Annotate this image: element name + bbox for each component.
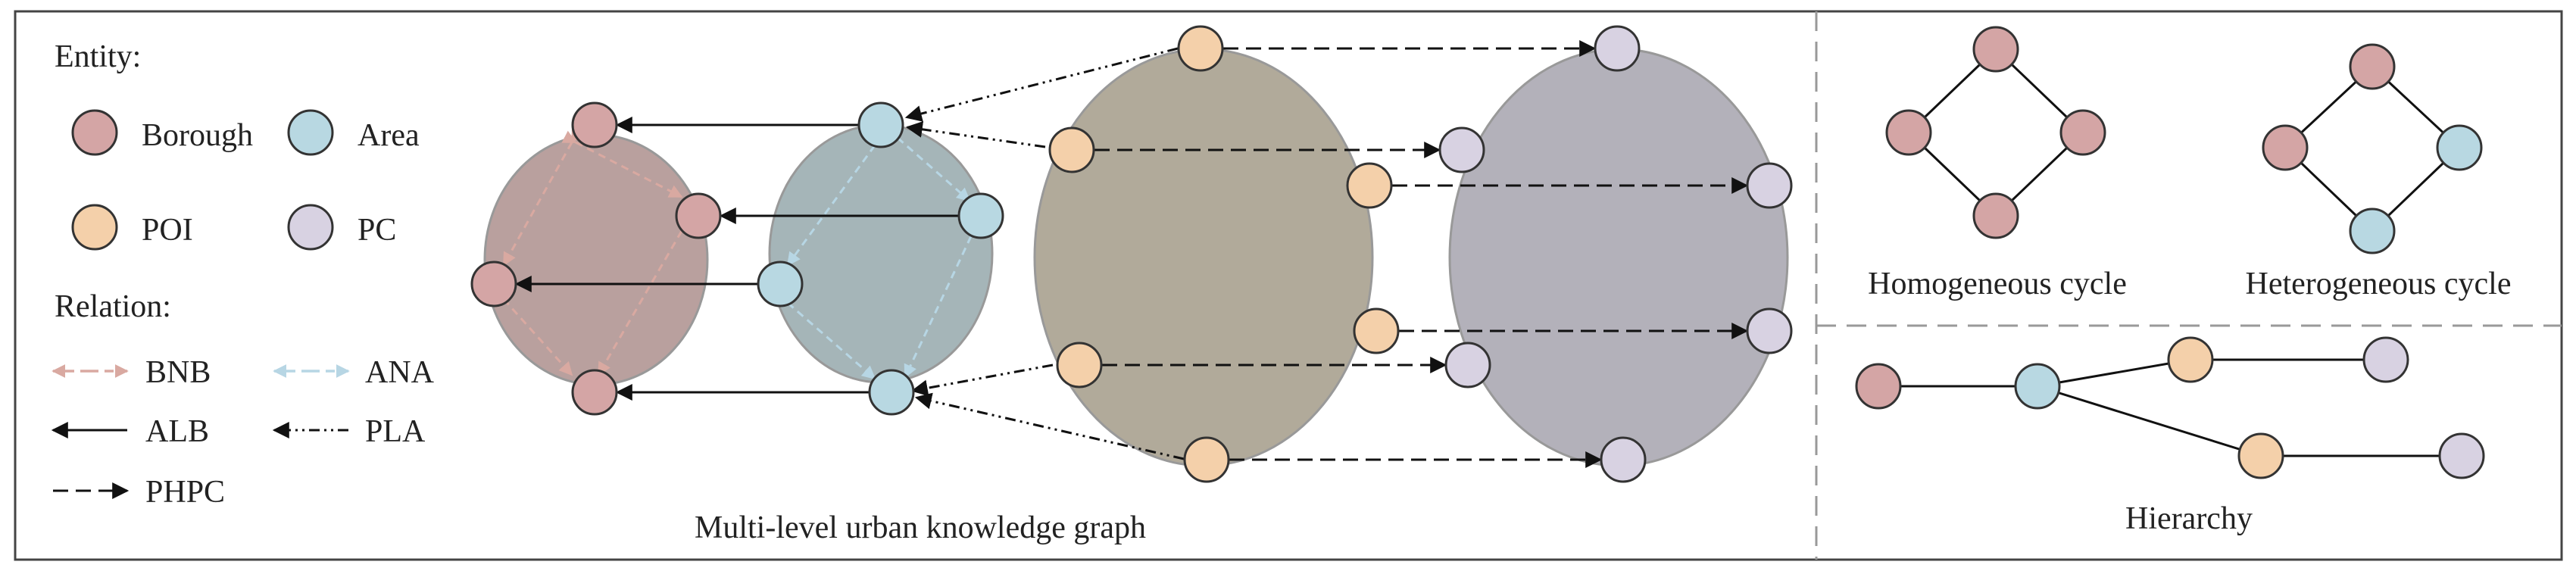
pc-node [1594, 25, 1641, 72]
pla-legend-label: PLA [365, 414, 426, 449]
alb-legend-label: ALB [145, 414, 209, 449]
area-node [2014, 363, 2061, 410]
pc-node [1746, 307, 1793, 354]
area-legend-label: Area [358, 118, 420, 153]
phpc-legend-label: PHPC [145, 475, 225, 510]
graph-caption: Multi-level urban knowledge graph [695, 510, 1146, 545]
borough-legend-label: Borough [142, 118, 253, 153]
poi-node [2167, 336, 2214, 383]
ana-edges [773, 124, 983, 380]
borough-node [571, 101, 618, 148]
phpc-edges [1094, 40, 1749, 468]
pc-node [2362, 336, 2409, 383]
borough-node [571, 369, 618, 416]
legend-relation-title: Relation: [55, 289, 171, 324]
area-legend-node [287, 109, 334, 156]
poi-node [1353, 307, 1400, 354]
legend-entity-title: Entity: [55, 39, 141, 74]
heterogeneous-cycle: Heterogeneous cycle [2246, 43, 2512, 301]
area-level-ellipse [768, 123, 994, 384]
hierarchy-pattern: Hierarchy [1855, 336, 2485, 536]
poi-node [1183, 436, 1230, 483]
pc-node [1600, 436, 1647, 483]
borough-level-ellipse [483, 133, 709, 386]
poi-node [1048, 126, 1095, 173]
borough-node [2262, 124, 2309, 171]
borough-node [2349, 43, 2396, 90]
hierarchy-label: Hierarchy [2125, 501, 2253, 536]
homogeneous-cycle: Homogeneous cycle [1868, 26, 2127, 301]
pc-node [1746, 162, 1793, 209]
knowledge-graph: Multi-level urban knowledge graph [470, 25, 1793, 545]
borough-node [1972, 26, 2019, 73]
borough-node [1885, 109, 1932, 156]
pc-node [2438, 432, 2485, 479]
area-node [957, 192, 1004, 239]
poi-node [2237, 432, 2284, 479]
homogeneous-cycle-label: Homogeneous cycle [1868, 267, 2127, 301]
borough-legend-node [71, 109, 118, 156]
bnb-edges [490, 128, 694, 376]
area-node [2349, 207, 2396, 254]
pc-node [1444, 342, 1491, 388]
borough-node [1972, 192, 2019, 239]
bnb-legend-label: BNB [145, 355, 211, 390]
pc-legend-label: PC [358, 213, 396, 248]
area-node [757, 261, 804, 307]
heterogeneous-cycle-label: Heterogeneous cycle [2246, 267, 2512, 301]
area-node [857, 101, 904, 148]
alb-edges [514, 117, 958, 401]
pc-level-ellipse [1448, 48, 1789, 467]
poi-legend-node [71, 204, 118, 251]
borough-node [1855, 363, 1902, 410]
poi-legend-label: POI [142, 213, 193, 248]
borough-node [470, 261, 517, 307]
poi-node [1056, 342, 1103, 388]
figure-border [14, 10, 2563, 561]
borough-node [2059, 109, 2106, 156]
pc-node [1438, 126, 1485, 173]
poi-level-ellipse [1033, 48, 1374, 467]
legend: Entity: Borough Area POI PC Relation: BN… [51, 39, 435, 510]
ana-legend-label: ANA [365, 355, 435, 390]
area-node [868, 369, 915, 416]
poi-node [1346, 162, 1393, 209]
pc-legend-node [287, 204, 334, 251]
borough-node [675, 192, 722, 239]
pla-edges [904, 47, 1185, 460]
area-node [2436, 124, 2483, 171]
poi-node [1177, 25, 1224, 72]
